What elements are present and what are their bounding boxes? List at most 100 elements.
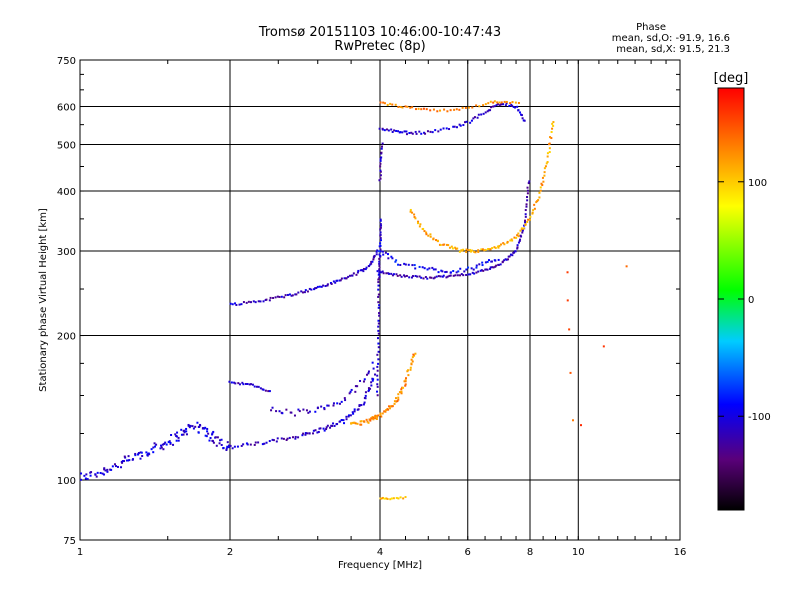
data-point — [225, 447, 228, 450]
data-point — [297, 408, 300, 411]
data-point — [456, 274, 459, 277]
data-point — [362, 403, 365, 406]
data-point — [446, 275, 449, 278]
data-point — [465, 268, 468, 271]
data-point — [314, 410, 317, 413]
data-point — [334, 281, 337, 284]
data-point — [420, 108, 423, 111]
data-point — [602, 345, 605, 348]
data-point — [368, 389, 371, 392]
x-tick-label: 10 — [572, 547, 585, 558]
data-point — [372, 258, 375, 261]
data-point — [362, 380, 365, 383]
data-point — [378, 271, 381, 274]
data-point — [407, 374, 410, 377]
data-point — [241, 381, 244, 384]
data-point — [436, 239, 439, 242]
data-point — [377, 301, 380, 304]
data-point — [145, 451, 148, 454]
data-point — [363, 420, 366, 423]
data-point — [285, 439, 288, 442]
data-point — [330, 282, 333, 285]
data-point — [377, 329, 380, 332]
data-point — [461, 249, 464, 252]
data-point — [413, 354, 416, 357]
data-point — [491, 247, 494, 250]
data-point — [391, 274, 394, 277]
data-point — [83, 474, 86, 477]
data-point — [101, 472, 104, 475]
data-point — [288, 293, 291, 296]
data-point — [440, 269, 443, 272]
data-point — [378, 127, 381, 130]
data-point — [548, 151, 551, 154]
data-point — [238, 383, 241, 386]
data-point — [377, 284, 380, 287]
data-point — [507, 258, 510, 261]
data-point — [420, 276, 423, 279]
data-point — [160, 446, 163, 449]
data-point — [380, 415, 383, 418]
data-point — [473, 250, 476, 253]
data-point — [281, 412, 284, 415]
data-point — [463, 270, 466, 273]
data-point — [379, 413, 382, 416]
data-point — [391, 405, 394, 408]
data-point — [411, 211, 414, 214]
data-point — [114, 465, 117, 468]
data-point — [125, 459, 128, 462]
data-point — [519, 234, 522, 237]
data-point — [332, 422, 335, 425]
data-point — [405, 133, 408, 136]
data-point — [566, 299, 569, 302]
data-point — [381, 270, 384, 273]
data-point — [319, 427, 322, 430]
data-point — [537, 199, 540, 202]
data-point — [425, 108, 428, 111]
data-point — [391, 103, 394, 106]
data-point — [492, 101, 495, 104]
data-point — [308, 287, 311, 290]
data-point — [106, 468, 109, 471]
data-point — [409, 366, 412, 369]
data-point — [473, 272, 476, 275]
data-point — [322, 284, 325, 287]
data-point — [371, 379, 374, 382]
data-point — [354, 385, 357, 388]
data-point — [449, 271, 452, 274]
data-point — [378, 257, 381, 260]
data-point — [506, 240, 509, 243]
data-point — [452, 125, 455, 128]
data-point — [458, 108, 461, 111]
data-point — [487, 259, 490, 262]
data-point — [448, 246, 451, 249]
data-point — [403, 130, 406, 133]
data-point — [390, 497, 393, 500]
data-point — [385, 128, 388, 131]
y-tick-label: 600 — [57, 103, 76, 114]
data-point — [453, 125, 456, 128]
data-point — [360, 404, 363, 407]
data-point — [381, 496, 384, 499]
data-point — [396, 399, 399, 402]
data-point — [376, 374, 379, 377]
data-point — [551, 122, 554, 125]
data-point — [197, 431, 200, 434]
data-point — [475, 104, 478, 107]
data-point — [146, 454, 149, 457]
data-point — [271, 438, 274, 441]
data-point — [359, 269, 362, 272]
data-point — [388, 272, 391, 275]
data-point — [325, 426, 328, 429]
data-point — [412, 353, 415, 356]
data-point — [216, 436, 219, 439]
data-point — [268, 440, 271, 443]
data-point — [529, 215, 532, 218]
data-point — [372, 378, 375, 381]
data-point — [548, 142, 551, 145]
data-point — [226, 445, 229, 448]
data-point — [307, 411, 310, 414]
data-point — [380, 497, 383, 500]
data-point — [429, 235, 432, 238]
data-point — [410, 363, 413, 366]
